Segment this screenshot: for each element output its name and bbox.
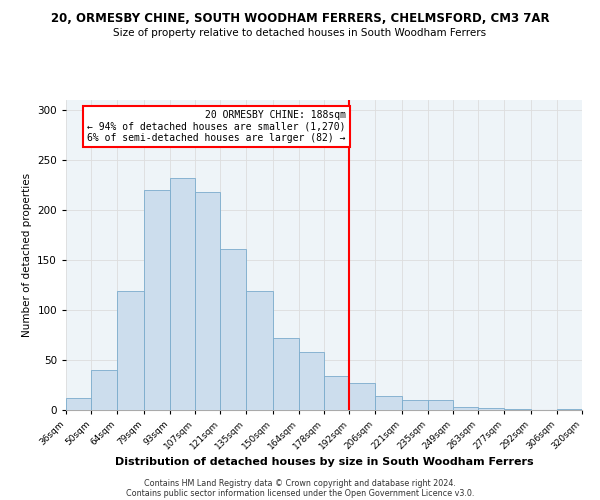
Bar <box>402 400 428 410</box>
Bar <box>195 192 220 410</box>
Text: Size of property relative to detached houses in South Woodham Ferrers: Size of property relative to detached ho… <box>113 28 487 38</box>
Bar <box>478 408 504 410</box>
Bar <box>170 178 195 410</box>
Text: Contains public sector information licensed under the Open Government Licence v3: Contains public sector information licen… <box>126 488 474 498</box>
Bar <box>91 370 117 410</box>
Bar <box>246 291 273 410</box>
Bar <box>453 407 478 410</box>
Bar <box>144 190 170 410</box>
Bar <box>66 398 91 410</box>
Text: 20, ORMESBY CHINE, SOUTH WOODHAM FERRERS, CHELMSFORD, CM3 7AR: 20, ORMESBY CHINE, SOUTH WOODHAM FERRERS… <box>50 12 550 26</box>
Bar <box>375 396 402 410</box>
Bar <box>428 400 453 410</box>
Bar <box>220 249 246 410</box>
Bar <box>299 352 324 410</box>
Bar <box>557 409 582 410</box>
Y-axis label: Number of detached properties: Number of detached properties <box>22 173 32 337</box>
Bar <box>273 338 299 410</box>
X-axis label: Distribution of detached houses by size in South Woodham Ferrers: Distribution of detached houses by size … <box>115 456 533 466</box>
Text: Contains HM Land Registry data © Crown copyright and database right 2024.: Contains HM Land Registry data © Crown c… <box>144 478 456 488</box>
Bar <box>117 291 144 410</box>
Bar <box>324 376 349 410</box>
Bar <box>504 409 531 410</box>
Bar <box>349 383 375 410</box>
Text: 20 ORMESBY CHINE: 188sqm
← 94% of detached houses are smaller (1,270)
6% of semi: 20 ORMESBY CHINE: 188sqm ← 94% of detach… <box>88 110 346 143</box>
